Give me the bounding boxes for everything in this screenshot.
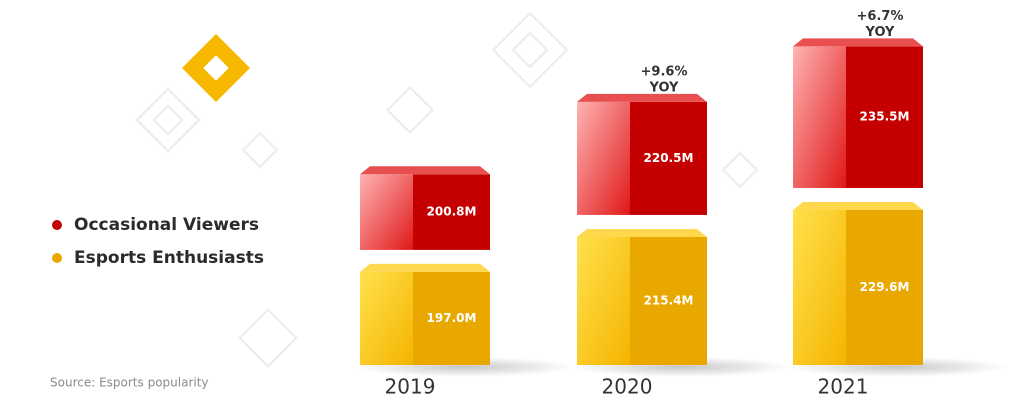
legend-label: Esports Enthusiasts xyxy=(74,248,264,268)
value-label: 200.8M xyxy=(427,205,477,219)
x-tick-label: 2020 xyxy=(602,375,653,399)
cube-left-face xyxy=(360,271,413,365)
cube-top-face xyxy=(577,93,707,102)
cube: 215.4M xyxy=(577,228,707,365)
value-label: 220.5M xyxy=(644,151,694,165)
bar xyxy=(630,236,707,365)
bar xyxy=(413,174,490,250)
annotation: YOY xyxy=(649,80,680,95)
legend-label: Occasional Viewers xyxy=(74,215,259,235)
cube: 220.5M xyxy=(577,93,707,215)
cube-left-face xyxy=(793,46,846,188)
bar xyxy=(413,271,490,365)
logo-diamond xyxy=(182,34,250,102)
cube-left-face xyxy=(360,174,413,250)
cube: 200.8M xyxy=(360,166,490,250)
cube-left-face xyxy=(793,209,846,365)
bar xyxy=(846,209,923,365)
annotation: YOY xyxy=(865,25,896,40)
value-label: 197.0M xyxy=(427,311,477,325)
value-label: 235.5M xyxy=(860,110,910,124)
annotation: +9.6% xyxy=(641,64,688,79)
cube: 197.0M xyxy=(360,263,490,365)
x-tick-label: 2021 xyxy=(818,375,869,399)
bar xyxy=(846,46,923,188)
cube-left-face xyxy=(577,236,630,365)
cube-top-face xyxy=(577,228,707,237)
decoration xyxy=(135,11,759,368)
cube-top-face xyxy=(793,38,923,47)
value-label: 215.4M xyxy=(644,293,694,307)
cube: 229.6M xyxy=(793,201,923,365)
bar xyxy=(630,101,707,215)
cube-top-face xyxy=(793,201,923,210)
cube-top-face xyxy=(360,166,490,175)
cube-left-face xyxy=(577,101,630,215)
cube-top-face xyxy=(360,263,490,272)
x-tick-label: 2019 xyxy=(385,375,436,399)
value-label: 229.6M xyxy=(860,280,910,294)
legend-marker xyxy=(52,220,62,230)
legend-marker xyxy=(52,253,62,263)
annotation: +6.7% xyxy=(857,9,904,24)
source: Source: Esports popularity xyxy=(50,376,209,390)
cube: 235.5M xyxy=(793,38,923,188)
